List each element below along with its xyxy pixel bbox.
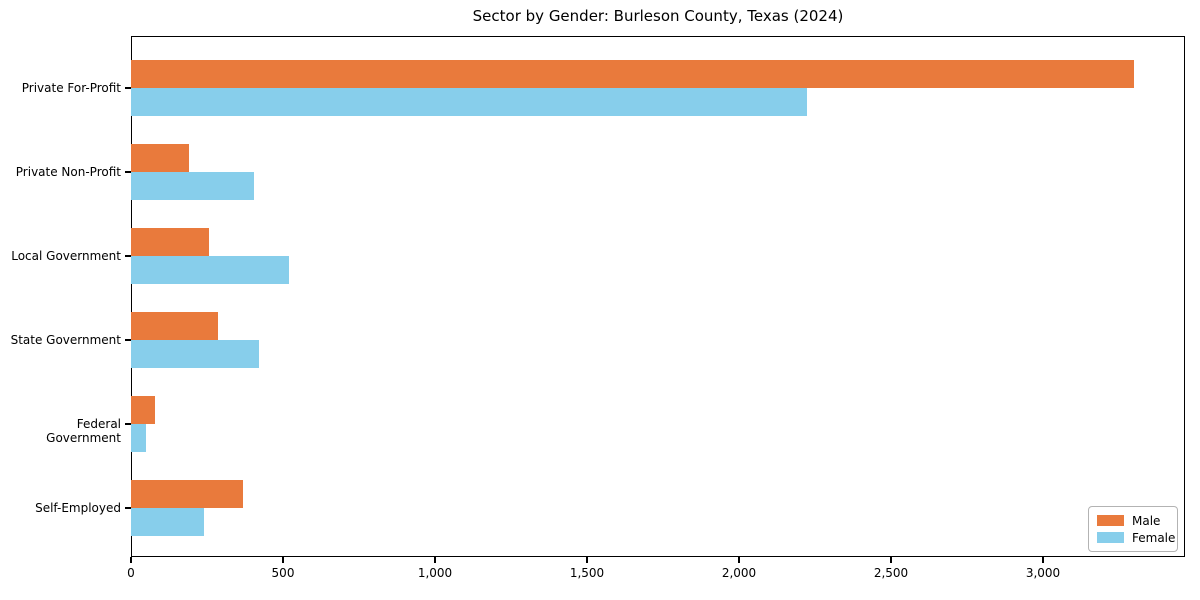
y-tick-label-private-non-profit: Private Non-Profit (15, 165, 121, 179)
bar-female-self-employed (131, 508, 204, 536)
x-tick-mark-500 (282, 557, 284, 563)
x-tick-label-0: 0 (127, 566, 135, 580)
bar-male-state-government (131, 312, 218, 340)
bar-male-private-non-profit (131, 144, 189, 172)
chart-title: Sector by Gender: Burleson County, Texas… (472, 7, 844, 25)
bar-female-private-for-profit (131, 88, 807, 116)
legend-swatch-female (1097, 532, 1124, 543)
x-tick-label-500: 500 (271, 566, 295, 580)
x-tick-mark-1500 (586, 557, 588, 563)
y-tick-label-state-government: State Government (10, 333, 121, 347)
x-tick-label-2000: 2,000 (721, 566, 757, 580)
bar-female-private-non-profit (131, 172, 254, 200)
x-tick-mark-1000 (434, 557, 436, 563)
bar-female-state-government (131, 340, 259, 368)
x-tick-label-1500: 1,500 (569, 566, 605, 580)
x-tick-mark-2500 (890, 557, 892, 563)
legend-label-male: Male (1132, 513, 1161, 528)
y-tick-label-local-government: Local Government (11, 249, 121, 263)
y-tick-mark-self-employed (125, 507, 131, 509)
x-tick-label-1000: 1,000 (417, 566, 453, 580)
x-tick-label-3000: 3,000 (1025, 566, 1061, 580)
y-tick-label-federal-government: Federal Government (46, 417, 121, 445)
legend-entry-female: Female (1097, 530, 1175, 545)
legend-entry-male: Male (1097, 513, 1169, 528)
bar-female-federal-government (131, 424, 146, 452)
y-tick-label-self-employed: Self-Employed (35, 501, 121, 515)
bar-female-local-government (131, 256, 289, 284)
x-tick-mark-0 (130, 557, 132, 563)
y-tick-mark-private-non-profit (125, 171, 131, 173)
x-tick-mark-3000 (1042, 557, 1044, 563)
bar-male-private-for-profit (131, 60, 1134, 88)
legend-label-female: Female (1132, 530, 1176, 545)
bar-male-federal-government (131, 396, 155, 424)
plot-area (131, 36, 1185, 557)
legend: Male Female (1088, 506, 1178, 552)
bar-male-local-government (131, 228, 209, 256)
y-tick-mark-state-government (125, 339, 131, 341)
y-tick-mark-local-government (125, 255, 131, 257)
legend-swatch-male (1097, 515, 1124, 526)
y-tick-label-private-for-profit: Private For-Profit (21, 81, 121, 95)
x-tick-label-2500: 2,500 (873, 566, 909, 580)
x-tick-mark-2000 (738, 557, 740, 563)
bar-male-self-employed (131, 480, 243, 508)
y-tick-mark-federal-government (125, 423, 131, 425)
y-tick-mark-private-for-profit (125, 87, 131, 89)
